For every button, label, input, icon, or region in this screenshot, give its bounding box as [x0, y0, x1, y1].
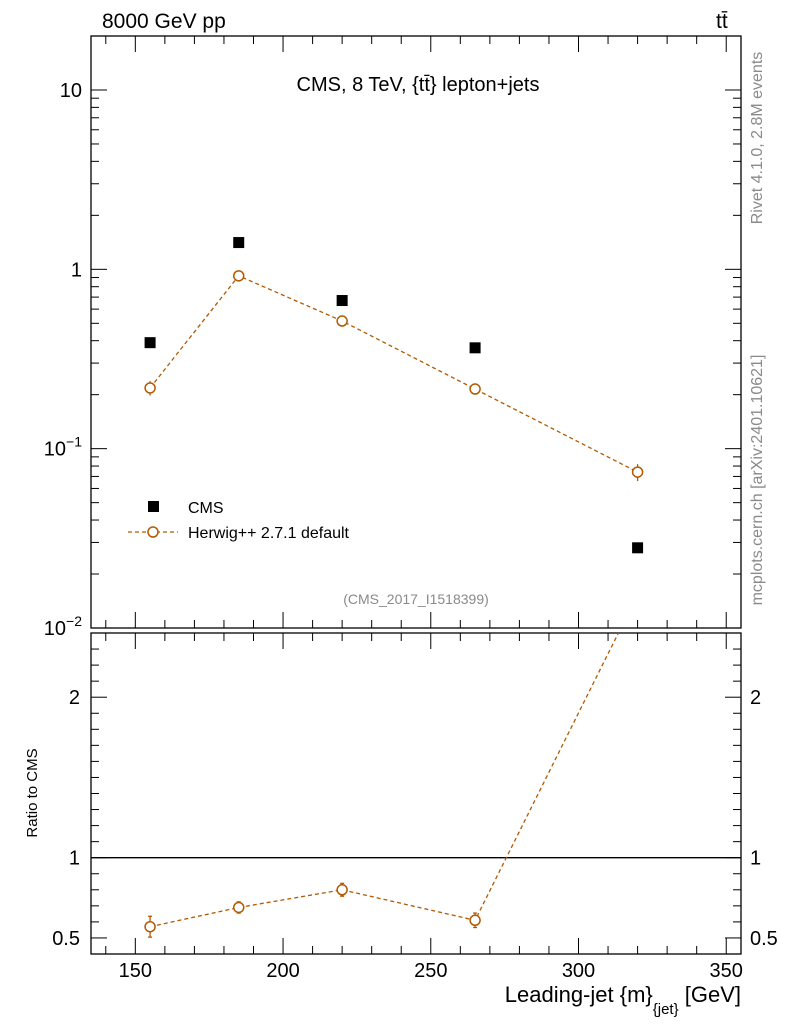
cms-point	[233, 237, 245, 249]
ratio-y-tick-labels: 2 2 1 1 0.5 0.5	[52, 687, 778, 950]
ratio-y-tick-label-left: 1	[69, 848, 80, 870]
herwig-point	[631, 466, 644, 478]
cms-point	[469, 342, 481, 354]
main-data-marks	[144, 237, 644, 554]
main-axis-ticks	[91, 35, 741, 629]
ratio-panel: Ratio to CMS 2 2 1 1 0.5 0.5 150 200 250 300 350	[24, 632, 778, 982]
herwig-point	[336, 315, 348, 327]
header-process-label: 8000 GeV pp	[102, 10, 226, 33]
legend-label-herwig: Herwig++ 2.7.1 default	[188, 525, 350, 542]
analysis-watermark: (CMS_2017_I1518399)	[343, 591, 489, 607]
ratio-point	[469, 914, 481, 927]
ratio-frame	[90, 632, 742, 955]
x-axis-label-main: Leading-jet {m}	[505, 982, 653, 1007]
main-y-tick-label: 10−2	[44, 613, 82, 640]
main-y-tick-label-exponent: −2	[66, 613, 82, 629]
x-tick-label: 250	[414, 960, 447, 982]
x-axis-label-subscript: {jet}	[653, 1001, 679, 1018]
cms-point	[336, 295, 348, 307]
main-frame	[90, 35, 742, 629]
main-y-tick-label-exponent: −1	[66, 434, 82, 450]
ratio-y-tick-label-right: 1	[750, 848, 761, 870]
ratio-axis-ticks	[91, 632, 741, 955]
ratio-y-tick-label-right: 2	[750, 687, 761, 709]
ratio-point	[232, 901, 245, 914]
main-panel: CMS, 8 TeV, {tt̄} lepton+jets (CMS_2017_…	[44, 35, 742, 640]
x-axis-label-unit: [GeV]	[685, 982, 741, 1007]
ratio-data-marks	[144, 633, 620, 938]
x-tick-label: 150	[119, 960, 152, 982]
herwig-point	[469, 383, 481, 395]
x-tick-labels: 150 200 250 300 350	[119, 960, 743, 982]
main-y-tick-label: 10−1	[44, 434, 82, 461]
cms-point	[632, 542, 644, 554]
legend: CMS Herwig++ 2.7.1 default	[128, 500, 350, 542]
x-axis-label: Leading-jet {m}{jet} [GeV]	[505, 982, 741, 1018]
legend-marker-cms	[148, 501, 159, 512]
ratio-y-tick-label-right: 0.5	[750, 928, 778, 950]
mcplots-source-label: mcplots.cern.ch [arXiv:2401.10621]	[749, 355, 766, 606]
cms-point	[144, 337, 156, 349]
ratio-y-tick-label-left: 2	[69, 687, 80, 709]
herwig-point	[144, 382, 156, 394]
herwig-series-line	[149, 275, 638, 473]
x-tick-label: 300	[562, 960, 595, 982]
main-y-tick-label: 1	[71, 259, 82, 281]
ratio-y-axis-label: Ratio to CMS	[24, 748, 41, 837]
ratio-point	[144, 920, 156, 933]
main-y-tick-label-base: 10	[44, 439, 66, 461]
x-tick-label: 200	[266, 960, 299, 982]
herwig-point	[232, 270, 245, 282]
x-tick-label: 350	[710, 960, 743, 982]
ratio-point	[336, 884, 348, 896]
legend-marker-herwig	[147, 526, 159, 538]
ratio-y-tick-label-left: 0.5	[52, 928, 80, 950]
main-y-tick-label: 10	[60, 80, 82, 102]
main-title: CMS, 8 TeV, {tt̄} lepton+jets	[297, 74, 540, 96]
header-process-symbol: tt̄	[716, 10, 728, 33]
main-y-tick-label-base: 10	[44, 618, 66, 640]
rivet-version-label: Rivet 4.1.0, 2.8M events	[749, 52, 766, 225]
legend-label-cms: CMS	[188, 500, 224, 517]
ratio-series-line	[149, 633, 620, 928]
